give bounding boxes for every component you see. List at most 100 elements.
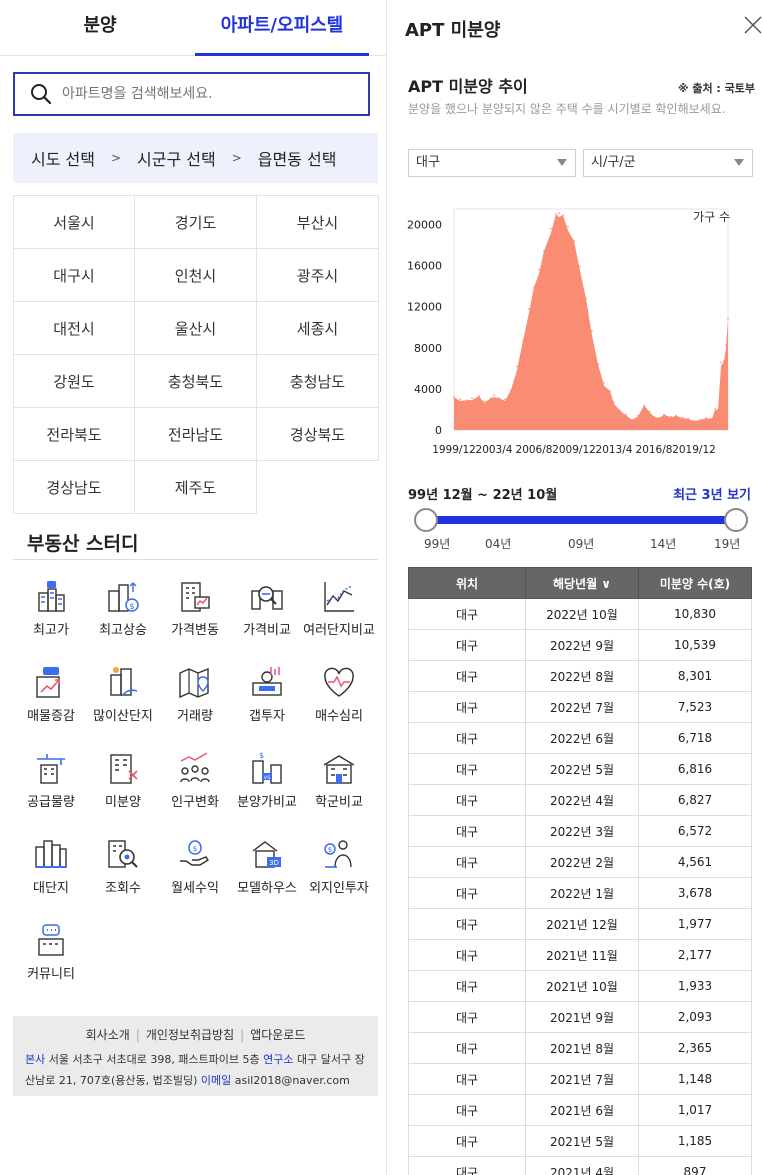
region-cell[interactable]: 대구시 [14, 249, 135, 302]
footer-link-privacy[interactable]: 개인정보취급방침 [145, 1028, 235, 1042]
data-point [631, 418, 633, 421]
search-box[interactable] [13, 72, 370, 116]
table-row: 대구 2021년 7월 1,148 [408, 1063, 752, 1095]
study-item[interactable]: 가격비교 [231, 575, 303, 655]
crumb-sigungu[interactable]: 시군구 선택 [137, 150, 216, 169]
col-yearmonth-sort[interactable]: 해당년월 ∨ [525, 567, 639, 599]
data-point [643, 404, 645, 407]
region-cell[interactable]: 경기도 [135, 196, 257, 249]
sigungu-select[interactable]: 시/구/군 [583, 149, 753, 177]
study-item[interactable]: 거래량 [159, 661, 231, 741]
region-cell[interactable]: 제주도 [135, 461, 257, 514]
footer: 회사소개 | 개인정보취급방침 | 앱다운로드 본사 서울 서초구 서초대로 398, … [13, 1016, 378, 1096]
table-cell: 1,933 [638, 970, 752, 1002]
crumb-separator: > [231, 151, 242, 165]
study-item[interactable]: 3D 모델하우스 [231, 833, 303, 913]
y-tick-label: 4000 [414, 383, 442, 396]
slider-label: 19년 [714, 537, 741, 551]
study-item[interactable]: 가격변동 [159, 575, 231, 655]
study-item[interactable]: $ 월세수익 [159, 833, 231, 913]
study-item[interactable]: 갭투자 [231, 661, 303, 741]
region-cell[interactable]: 대전시 [14, 302, 135, 355]
region-cell[interactable]: 세종시 [257, 302, 379, 355]
tab-bunyang[interactable]: 분양 [83, 15, 117, 36]
tab-apartment-officetel[interactable]: 아파트/오피스텔 [195, 0, 369, 56]
footer-link-app[interactable]: 앱다운로드 [250, 1028, 306, 1042]
study-item[interactable]: 미분양 [87, 747, 159, 827]
slider-handle-start[interactable] [414, 508, 438, 532]
region-cell[interactable]: 광주시 [257, 249, 379, 302]
data-point [573, 240, 575, 242]
region-cell[interactable]: 경상북도 [257, 408, 379, 461]
region-cell[interactable]: 경상남도 [14, 461, 135, 514]
region-cell[interactable]: 강원도 [14, 355, 135, 408]
table-cell: 1,185 [638, 1125, 752, 1157]
crumb-sido[interactable]: 시도 선택 [31, 150, 95, 169]
region-cell[interactable]: 전라남도 [135, 408, 257, 461]
table-cell: 대구 [408, 753, 526, 785]
sido-select[interactable]: 대구 [408, 149, 576, 177]
table-cell: 대구 [408, 784, 526, 816]
table-cell: 2022년 6월 [525, 722, 639, 754]
data-point [471, 397, 473, 399]
x-tick-label: 2016/8 [636, 444, 673, 456]
school-icon [323, 755, 355, 784]
trend-description: 분양을 했으나 분양되지 않은 주택 수를 시기별로 확인해보세요. [408, 102, 726, 116]
people-trend-icon [180, 752, 210, 783]
table-cell: 대구 [408, 908, 526, 940]
study-item[interactable]: vs $ 분양가비교 [231, 747, 303, 827]
crumb-eupmyeondong[interactable]: 읍면동 선택 [257, 150, 337, 169]
region-cell[interactable]: 서울시 [14, 196, 135, 249]
study-item[interactable]: 커뮤니티 [15, 919, 87, 999]
table-cell: 2021년 4월 [525, 1156, 639, 1175]
study-item-label: 인구변화 [171, 795, 219, 810]
email-address[interactable]: asil2018@naver.com [234, 1074, 350, 1087]
lab-address: 대구 달서구 장산남로 21, 707호(용산동, 법조빌딩) [25, 1053, 365, 1087]
study-item[interactable]: 대단지 [15, 833, 87, 913]
table-cell: 2021년 10월 [525, 970, 639, 1002]
study-item[interactable]: 조회수 [87, 833, 159, 913]
region-cell[interactable]: 인천시 [135, 249, 257, 302]
data-point [597, 363, 599, 365]
region-cell[interactable]: 부산시 [257, 196, 379, 249]
table-cell: 대구 [408, 939, 526, 971]
recent-3y-button[interactable]: 최근 3년 보기 [673, 488, 751, 503]
region-cell[interactable]: 충청북도 [135, 355, 257, 408]
study-item-label: 거래량 [177, 709, 213, 724]
region-cell[interactable]: 울산시 [135, 302, 257, 355]
table-cell: 8,301 [638, 660, 752, 692]
table-row: 대구 2022년 9월 10,539 [408, 629, 752, 661]
slider-handle-end[interactable] [724, 508, 748, 532]
table-cell: 2021년 12월 [525, 908, 639, 940]
period-range: 99년 12월 ~ 22년 10월 [408, 488, 558, 503]
table-cell: 10,830 [638, 598, 752, 630]
table-row: 대구 2021년 5월 1,185 [408, 1125, 752, 1157]
footer-address: 본사 서울 서초구 서초대로 398, 패스트파이브 5층 연구소 대구 달서구… [13, 1049, 378, 1091]
study-item[interactable]: $ 최고상승 [87, 575, 159, 655]
table-row: 대구 2021년 10월 1,933 [408, 970, 752, 1002]
study-item[interactable]: 매수심리 [303, 661, 375, 741]
study-item[interactable]: 최고가 [15, 575, 87, 655]
col-location: 위치 [408, 567, 526, 599]
region-cell[interactable]: 전라북도 [14, 408, 135, 461]
y-tick-label: 12000 [407, 301, 442, 314]
study-item[interactable]: 인구변화 [159, 747, 231, 827]
study-item[interactable]: 학군비교 [303, 747, 375, 827]
table-cell: 4,561 [638, 846, 752, 878]
map-pin-icon [179, 667, 209, 699]
table-cell: 대구 [408, 1125, 526, 1157]
data-point [533, 286, 535, 288]
x-tick-label: 2013/4 [596, 444, 633, 456]
search-input[interactable] [62, 86, 352, 102]
study-item[interactable]: 매물증감 [15, 661, 87, 741]
region-cell[interactable]: 충청남도 [257, 355, 379, 408]
study-item[interactable]: 많이산단지 [87, 661, 159, 741]
table-cell: 2022년 8월 [525, 660, 639, 692]
close-icon[interactable] [742, 14, 763, 36]
study-section-title: 부동산 스터디 [27, 533, 139, 555]
period-slider-track[interactable] [426, 516, 736, 524]
footer-link-company[interactable]: 회사소개 [85, 1028, 130, 1042]
study-item[interactable]: 공급물량 [15, 747, 87, 827]
study-item[interactable]: 여러단지비교 [303, 575, 375, 655]
study-item[interactable]: $ 외지인투자 [303, 833, 375, 913]
